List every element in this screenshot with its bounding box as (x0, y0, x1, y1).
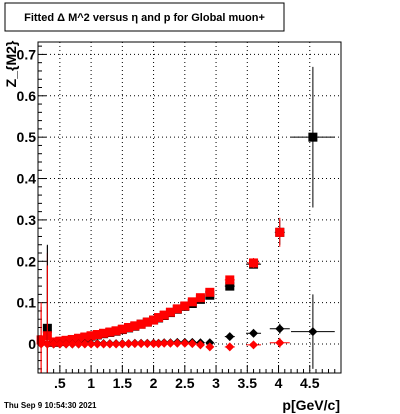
x-tick-label: 1 (87, 375, 95, 391)
diamond-marker (99, 339, 109, 349)
y-tick-label: 0.1 (17, 295, 37, 311)
square-marker (154, 313, 164, 323)
square-marker (124, 322, 134, 332)
diamond-marker (275, 324, 285, 334)
diamond-marker (180, 338, 190, 348)
y-tick-label: 0.3 (17, 212, 37, 228)
square-marker (130, 321, 140, 331)
square-marker (225, 281, 235, 291)
diamond-marker (130, 339, 140, 349)
diamond-marker (205, 342, 215, 352)
square-marker (205, 287, 215, 297)
y-tick-label: 0.2 (17, 253, 37, 269)
diamond-marker (42, 339, 52, 349)
diamond-marker (149, 339, 159, 349)
square-marker (249, 258, 259, 268)
diamond-marker (159, 338, 169, 348)
diamond-marker (308, 327, 318, 337)
x-tick-label: .5 (54, 375, 66, 391)
diamond-marker (165, 338, 175, 348)
diamond-marker (187, 339, 197, 349)
timestamp-label: Thu Sep 9 10:54:30 2021 (4, 401, 97, 410)
square-marker (80, 332, 90, 342)
diamond-marker (124, 339, 134, 349)
square-marker (67, 334, 77, 344)
square-marker (195, 293, 205, 303)
x-tick-label: 2 (150, 375, 158, 391)
diamond-marker (154, 339, 164, 349)
x-axis-title: p[GeV/c] (282, 397, 340, 413)
x-tick-label: 3.5 (238, 375, 258, 391)
y-tick-label: 0.4 (17, 171, 37, 187)
square-marker (142, 317, 152, 327)
square-marker (136, 319, 146, 329)
diamond-marker (195, 340, 205, 350)
square-marker (308, 132, 318, 142)
square-marker (275, 227, 285, 237)
diamond-marker (275, 338, 285, 348)
diamond-marker (55, 339, 65, 349)
series-layer (36, 66, 335, 373)
square-marker (74, 333, 84, 343)
diamond-marker (49, 339, 59, 349)
chart-title: Fitted Δ M^2 versus η and p for Global m… (24, 12, 265, 24)
square-marker (165, 307, 175, 317)
y-tick-label: 0.6 (17, 88, 37, 104)
diamond-marker (111, 339, 121, 349)
diamond-marker (61, 339, 71, 349)
square-marker (187, 297, 197, 307)
x-tick-label: 1.5 (113, 375, 133, 391)
x-tick-label: 4 (275, 375, 283, 391)
diamond-marker (74, 339, 84, 349)
plot-area (38, 42, 341, 373)
y-tick-label: 0 (28, 336, 36, 352)
diamond-marker (92, 339, 102, 349)
diamond-marker (136, 339, 146, 349)
square-marker (111, 326, 121, 336)
plot-frame (37, 41, 342, 374)
diamond-marker (36, 339, 46, 349)
diamond-marker (86, 339, 96, 349)
diamond-marker (249, 340, 259, 350)
square-marker (99, 328, 109, 338)
square-marker (105, 327, 115, 337)
grid-layer (38, 42, 341, 373)
square-marker (149, 315, 159, 325)
square-marker (180, 301, 190, 311)
square-marker (172, 304, 182, 314)
square-marker (225, 275, 235, 285)
diamond-marker (80, 339, 90, 349)
tick-layer: .5 1 1.5 2 2.5 3 3.5 4 4.5 0 0.1 0.2 0.3 0.4 0.5 0.6 0.7 (17, 45, 336, 391)
diamond-marker (225, 342, 235, 352)
square-marker (117, 324, 127, 334)
y-tick-label: 0.5 (17, 129, 37, 145)
x-tick-label: 3 (212, 375, 220, 391)
diamond-marker (105, 339, 115, 349)
diamond-marker (67, 339, 77, 349)
y-tick-label: 0.7 (17, 46, 37, 62)
title-box: Fitted Δ M^2 versus η and p for Global m… (4, 2, 285, 32)
diamond-marker (172, 338, 182, 348)
diamond-marker (142, 339, 152, 349)
square-marker (92, 330, 102, 340)
x-tick-label: 4.5 (300, 375, 320, 391)
y-axis-title: Z_{M2} (3, 40, 19, 87)
x-tick-label: 2.5 (175, 375, 195, 391)
title-frame (4, 2, 285, 32)
square-marker (86, 331, 96, 341)
diamond-marker (225, 332, 235, 342)
square-marker (159, 310, 169, 320)
series-3 (36, 265, 290, 373)
diamond-marker (249, 328, 259, 338)
diamond-marker (117, 339, 127, 349)
